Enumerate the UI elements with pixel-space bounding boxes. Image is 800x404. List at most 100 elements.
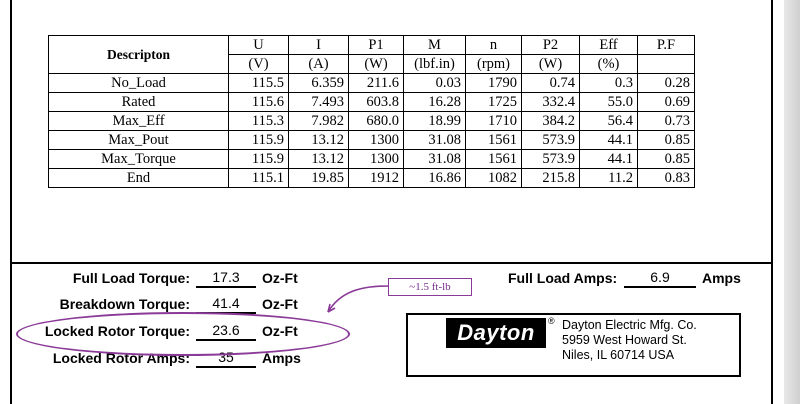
full-load-torque-label: Full Load Torque: xyxy=(72,270,190,286)
section-divider xyxy=(10,262,773,264)
header-symbol-p1: P1 xyxy=(348,35,404,55)
table-cell: 44.1 xyxy=(579,130,638,150)
header-symbol-i: I xyxy=(288,35,349,55)
table-row: Max_Torque 115.9 13.12 1300 31.08 1561 5… xyxy=(48,149,695,169)
row-label: Max_Eff xyxy=(48,111,229,131)
row-label: Max_Torque xyxy=(48,149,229,169)
table-cell: 56.4 xyxy=(579,111,638,131)
table-cell: 44.1 xyxy=(579,149,638,169)
table-cell: 115.1 xyxy=(228,168,289,188)
breakdown-torque-label: Breakdown Torque: xyxy=(59,296,190,312)
table-cell: 0.85 xyxy=(637,149,695,169)
locked-rotor-amps-unit: Amps xyxy=(262,350,301,366)
breakdown-torque-unit: Oz-Ft xyxy=(262,296,298,312)
table-row: Max_Eff 115.3 7.982 680.0 18.99 1710 384… xyxy=(48,111,695,131)
row-label: Rated xyxy=(48,92,229,112)
header-unit-eff: (%) xyxy=(579,54,638,74)
table-cell: 31.08 xyxy=(403,130,466,150)
header-unit-u: (V) xyxy=(228,54,289,74)
table-cell: 18.99 xyxy=(403,111,466,131)
table-cell: 13.12 xyxy=(288,149,349,169)
table-cell: 1790 xyxy=(465,73,522,93)
company-name: Dayton Electric Mfg. Co. xyxy=(562,318,697,332)
company-city: Niles, IL 60714 USA xyxy=(562,348,675,362)
table-cell: 13.12 xyxy=(288,130,349,150)
header-unit-p1: (W) xyxy=(348,54,404,74)
header-symbol-row: Descripton U I P1 M n P2 Eff P.F xyxy=(48,35,695,74)
full-load-amps-unit: Amps xyxy=(702,270,741,286)
header-symbol-eff: Eff xyxy=(579,35,638,55)
table-cell: 573.9 xyxy=(521,130,580,150)
table-row: Max_Pout 115.9 13.12 1300 31.08 1561 573… xyxy=(48,130,695,150)
left-border xyxy=(10,0,12,404)
annotation-arrow xyxy=(327,285,389,313)
table-cell: 0.74 xyxy=(521,73,580,93)
table-row: No_Load 115.5 6.359 211.6 0.03 1790 0.74… xyxy=(48,73,695,93)
table-cell: 0.83 xyxy=(637,168,695,188)
row-label: Max_Pout xyxy=(48,130,229,150)
company-box xyxy=(406,313,741,377)
table-cell: 0.85 xyxy=(637,130,695,150)
header-unit-i: (A) xyxy=(288,54,349,74)
table-row: End 115.1 19.85 1912 16.86 1082 215.8 11… xyxy=(48,168,695,188)
right-border xyxy=(771,0,773,404)
breakdown-torque-value: 41.4 xyxy=(196,294,256,314)
header-unit-row: (V) (A) (W) (lbf.in) (rpm) (W) (%) xyxy=(49,54,695,74)
full-load-torque-unit: Oz-Ft xyxy=(262,270,298,286)
annotation-ellipse xyxy=(16,312,350,356)
dayton-logo: Dayton xyxy=(446,318,546,348)
table-cell: 115.5 xyxy=(228,73,289,93)
header-symbol-m: M xyxy=(403,35,466,55)
header-unit-n: (rpm) xyxy=(465,54,522,74)
edge-shadow xyxy=(784,0,800,404)
table-cell: 0.69 xyxy=(637,92,695,112)
table-cell: 31.08 xyxy=(403,149,466,169)
table-cell: 215.8 xyxy=(521,168,580,188)
company-street: 5959 West Howard St. xyxy=(562,333,687,347)
table-row: Rated 115.6 7.493 603.8 16.28 1725 332.4… xyxy=(48,92,695,112)
table-cell: 1300 xyxy=(348,130,404,150)
header-unit-p2: (W) xyxy=(521,54,580,74)
header-symbol-pf: P.F xyxy=(637,35,695,55)
full-load-amps-value: 6.9 xyxy=(624,268,696,288)
table-cell: 680.0 xyxy=(348,111,404,131)
table-cell: 7.493 xyxy=(288,92,349,112)
header-symbol-p2: P2 xyxy=(521,35,580,55)
table-cell: 115.9 xyxy=(228,149,289,169)
table-cell: 0.3 xyxy=(579,73,638,93)
table-cell: 11.2 xyxy=(579,168,638,188)
table-cell: 7.982 xyxy=(288,111,349,131)
table-cell: 384.2 xyxy=(521,111,580,131)
header-unit-m: (lbf.in) xyxy=(403,54,466,74)
table-cell: 1710 xyxy=(465,111,522,131)
table-cell: 16.28 xyxy=(403,92,466,112)
table-cell: 573.9 xyxy=(521,149,580,169)
table-cell: 211.6 xyxy=(348,73,404,93)
full-load-amps-label: Full Load Amps: xyxy=(508,270,618,286)
table-cell: 0.03 xyxy=(403,73,466,93)
table-cell: 1561 xyxy=(465,149,522,169)
table-cell: 115.3 xyxy=(228,111,289,131)
table-cell: 55.0 xyxy=(579,92,638,112)
table-cell: 1912 xyxy=(348,168,404,188)
table-cell: 115.6 xyxy=(228,92,289,112)
header-description: Descripton xyxy=(48,35,229,74)
row-label: End xyxy=(48,168,229,188)
table-cell: 0.73 xyxy=(637,111,695,131)
table-cell: 332.4 xyxy=(521,92,580,112)
performance-table: Descripton U I P1 M n P2 Eff P.F (V) (A)… xyxy=(48,35,695,188)
table-cell: 1300 xyxy=(348,149,404,169)
table-cell: 0.28 xyxy=(637,73,695,93)
row-label: No_Load xyxy=(48,73,229,93)
table-cell: 1725 xyxy=(465,92,522,112)
header-symbol-u: U xyxy=(228,35,289,55)
header-unit-pf xyxy=(637,54,695,74)
table-cell: 1561 xyxy=(465,130,522,150)
annotation-note: ~1.5 ft-lb xyxy=(388,278,472,296)
table-cell: 16.86 xyxy=(403,168,466,188)
header-symbol-n: n xyxy=(465,35,522,55)
table-cell: 1082 xyxy=(465,168,522,188)
full-load-torque-value: 17.3 xyxy=(196,268,256,288)
table-cell: 603.8 xyxy=(348,92,404,112)
